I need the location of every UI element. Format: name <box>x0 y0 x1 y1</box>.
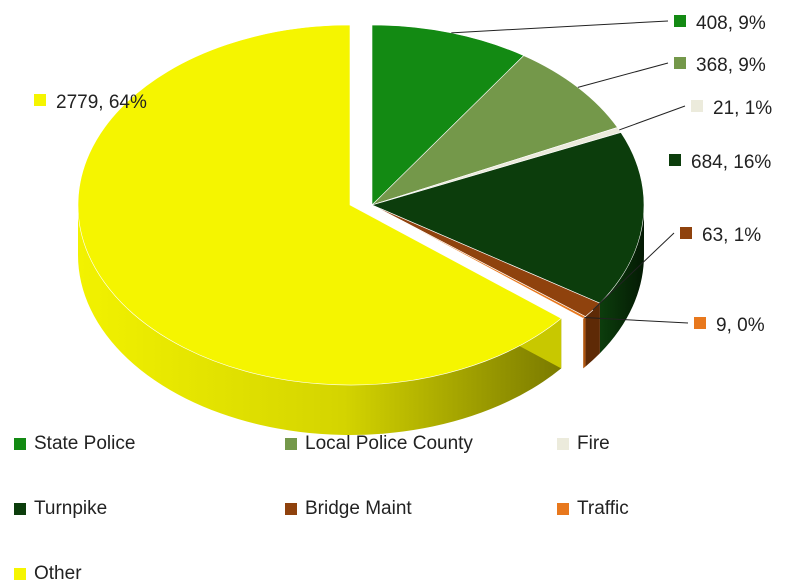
data-label-traffic: 9, 0% <box>716 315 765 336</box>
slice-other <box>77 24 562 386</box>
slice-side-bridge-maint <box>585 303 600 367</box>
pie-tops <box>77 24 645 386</box>
data-label-state-police: 408, 9% <box>696 13 766 34</box>
data-label-fire: 21, 1% <box>713 98 772 119</box>
data-label-local-police-county: 368, 9% <box>696 55 766 76</box>
data-label-turnpike: 684, 16% <box>691 152 771 173</box>
leader-line-local-police-county <box>577 62 669 88</box>
slice-local-police-county <box>371 55 618 206</box>
leader-line-fire <box>619 105 686 131</box>
label-swatch-local-police-county <box>674 57 686 69</box>
label-swatch-fire <box>691 100 703 112</box>
data-label-bridge-maint: 63, 1% <box>702 225 761 246</box>
leader-lines <box>451 20 689 324</box>
label-swatch-turnpike <box>669 154 681 166</box>
slice-turnpike <box>371 132 645 304</box>
data-label-other: 2779, 64% <box>56 92 147 113</box>
leader-line-traffic <box>584 317 689 324</box>
slice-side-turnpike <box>599 205 644 354</box>
slice-side-other <box>77 205 562 435</box>
leader-line-bridge-maint <box>592 232 675 311</box>
data-labels: 408, 9% 368, 9% 21, 1% 684, 16% 63, 1% 9, 0% 2… <box>34 13 772 336</box>
label-swatch-bridge-maint <box>680 227 692 239</box>
label-swatch-traffic <box>694 317 706 329</box>
leader-line-state-police <box>451 20 669 34</box>
label-swatch-other <box>34 94 46 106</box>
label-swatch-state-police <box>674 15 686 27</box>
slice-side-traffic <box>583 316 586 369</box>
